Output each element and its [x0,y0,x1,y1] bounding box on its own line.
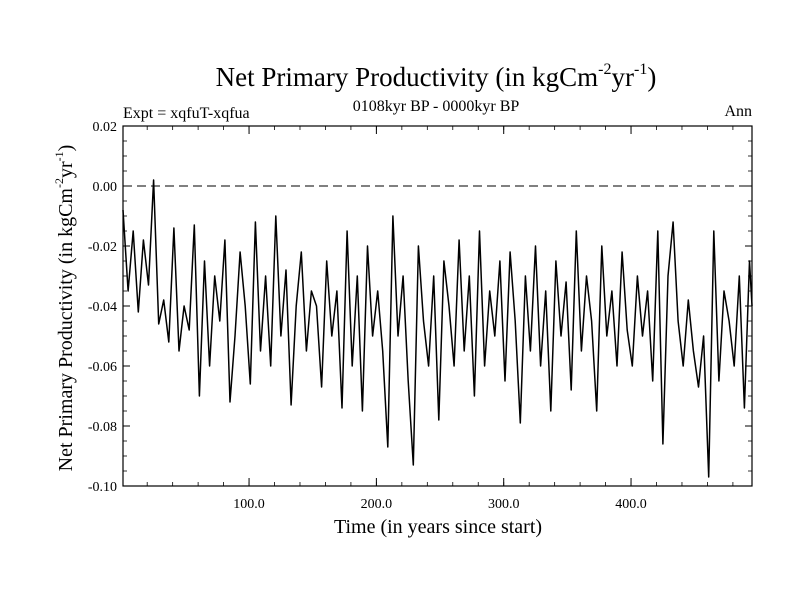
y-tick-label: -0.04 [88,300,117,315]
x-tick-label: 400.0 [615,497,647,512]
subtitle-left: Expt = xqfuT-xqfua [123,105,250,122]
chart-title: Net Primary Productivity (in kgCm-2yr-1) [216,61,657,92]
y-tick-label: -0.02 [88,240,117,255]
x-tick-label: 200.0 [361,497,393,512]
y-axis-label-mid: yr [55,161,77,178]
y-tick-label: 0.00 [93,180,118,195]
axes: 0.02 0.00 -0.02 -0.04 -0.06 -0.08 -0.10 100.0 20… [88,120,752,512]
y-axis-label-sup1: -2 [52,178,66,188]
y-axis-label: Net Primary Productivity (in kgCm-2yr-1) [52,145,77,472]
y-tick-label: 0.02 [93,120,118,135]
series-line-npp [122,179,753,478]
y-tick-label: -0.08 [88,420,117,435]
y-tick-label: -0.06 [88,360,117,375]
y-axis-label-end: ) [55,145,77,152]
x-axis-label: Time (in years since start) [334,516,542,538]
chart-title-sup1: -2 [598,61,611,78]
y-tick-label: -0.10 [88,480,117,495]
x-tick-label: 100.0 [233,497,265,512]
y-axis-label-main: Net Primary Productivity (in kgCm [55,188,77,472]
series [122,179,753,478]
subtitle-center: 0108kyr BP - 0000kyr BP [353,98,520,115]
y-axis-label-sup2: -1 [52,151,66,161]
chart-title-mid: yr [611,62,634,92]
chart-title-end: ) [647,62,656,92]
chart-title-sup2: -1 [634,61,647,78]
x-tick-label: 300.0 [488,497,520,512]
plot-frame [122,125,753,487]
chart-title-main: Net Primary Productivity (in kgCm [216,62,598,92]
subtitle-right: Ann [724,103,752,120]
